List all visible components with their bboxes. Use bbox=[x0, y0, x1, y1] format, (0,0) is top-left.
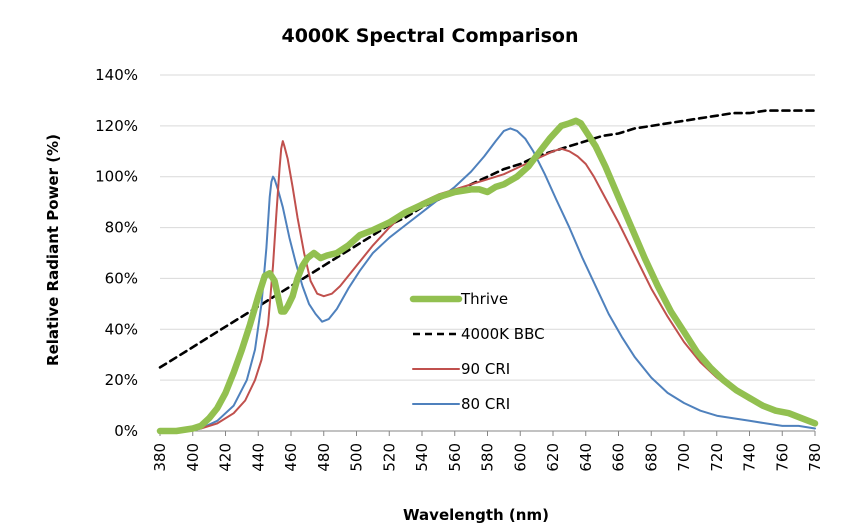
x-tick-label: 380 bbox=[151, 443, 169, 472]
series-line-80-cri bbox=[159, 127, 816, 432]
legend-label-4000k-bbc: 4000K BBC bbox=[461, 325, 545, 343]
series-layer bbox=[156, 109, 819, 435]
x-tick-label: 420 bbox=[217, 443, 235, 472]
y-tick-label: 100% bbox=[95, 168, 138, 186]
x-tick-label: 560 bbox=[446, 443, 464, 472]
x-tick-label: 760 bbox=[773, 443, 791, 472]
x-axis-label: Wavelength (nm) bbox=[403, 506, 549, 524]
series-line-thrive bbox=[156, 117, 819, 435]
x-tick-label: 520 bbox=[380, 443, 398, 472]
x-tick-labels: 380 400 420 440 460 480 500 520 540 560 580 600 620 6… bbox=[151, 431, 824, 472]
x-tick-label: 540 bbox=[413, 443, 431, 472]
y-tick-label: 140% bbox=[95, 66, 138, 84]
y-tick-label: 120% bbox=[95, 117, 138, 135]
x-tick-label: 400 bbox=[184, 443, 202, 472]
y-tick-label: 80% bbox=[105, 219, 138, 237]
y-tick-label: 60% bbox=[105, 269, 138, 287]
x-tick-label: 600 bbox=[511, 443, 529, 472]
chart-title: 4000K Spectral Comparison bbox=[281, 25, 578, 47]
y-axis-label-group: Relative Radiant Power (%) bbox=[44, 134, 62, 366]
x-tick-label: 740 bbox=[741, 443, 759, 472]
legend-label-80-cri: 80 CRI bbox=[461, 395, 510, 413]
x-tick-label: 680 bbox=[642, 443, 660, 472]
legend-label-thrive: Thrive bbox=[460, 290, 508, 308]
x-tick-label: 720 bbox=[708, 443, 726, 472]
x-tick-label: 500 bbox=[348, 443, 366, 472]
series-line-4000k-bbc bbox=[158, 109, 817, 369]
x-tick-label: 440 bbox=[249, 443, 267, 472]
x-tick-label: 780 bbox=[806, 443, 824, 472]
y-tick-label: 0% bbox=[114, 422, 138, 440]
x-tick-label: 460 bbox=[282, 443, 300, 472]
y-tick-label: 40% bbox=[105, 320, 138, 338]
legend: Thrive 4000K BBC 90 CRI 80 CRI bbox=[409, 290, 545, 413]
x-tick-label: 480 bbox=[315, 443, 333, 472]
y-tick-labels: 0% 20% 40% 60% 80% 100% 120% 140% bbox=[95, 66, 138, 440]
x-tick-label: 640 bbox=[577, 443, 595, 472]
x-tick-label: 660 bbox=[610, 443, 628, 472]
y-tick-label: 20% bbox=[105, 371, 138, 389]
y-axis-label: Relative Radiant Power (%) bbox=[44, 134, 62, 366]
x-tick-label: 580 bbox=[479, 443, 497, 472]
x-tick-label: 620 bbox=[544, 443, 562, 472]
legend-label-90-cri: 90 CRI bbox=[461, 360, 510, 378]
x-tick-label: 700 bbox=[675, 443, 693, 472]
